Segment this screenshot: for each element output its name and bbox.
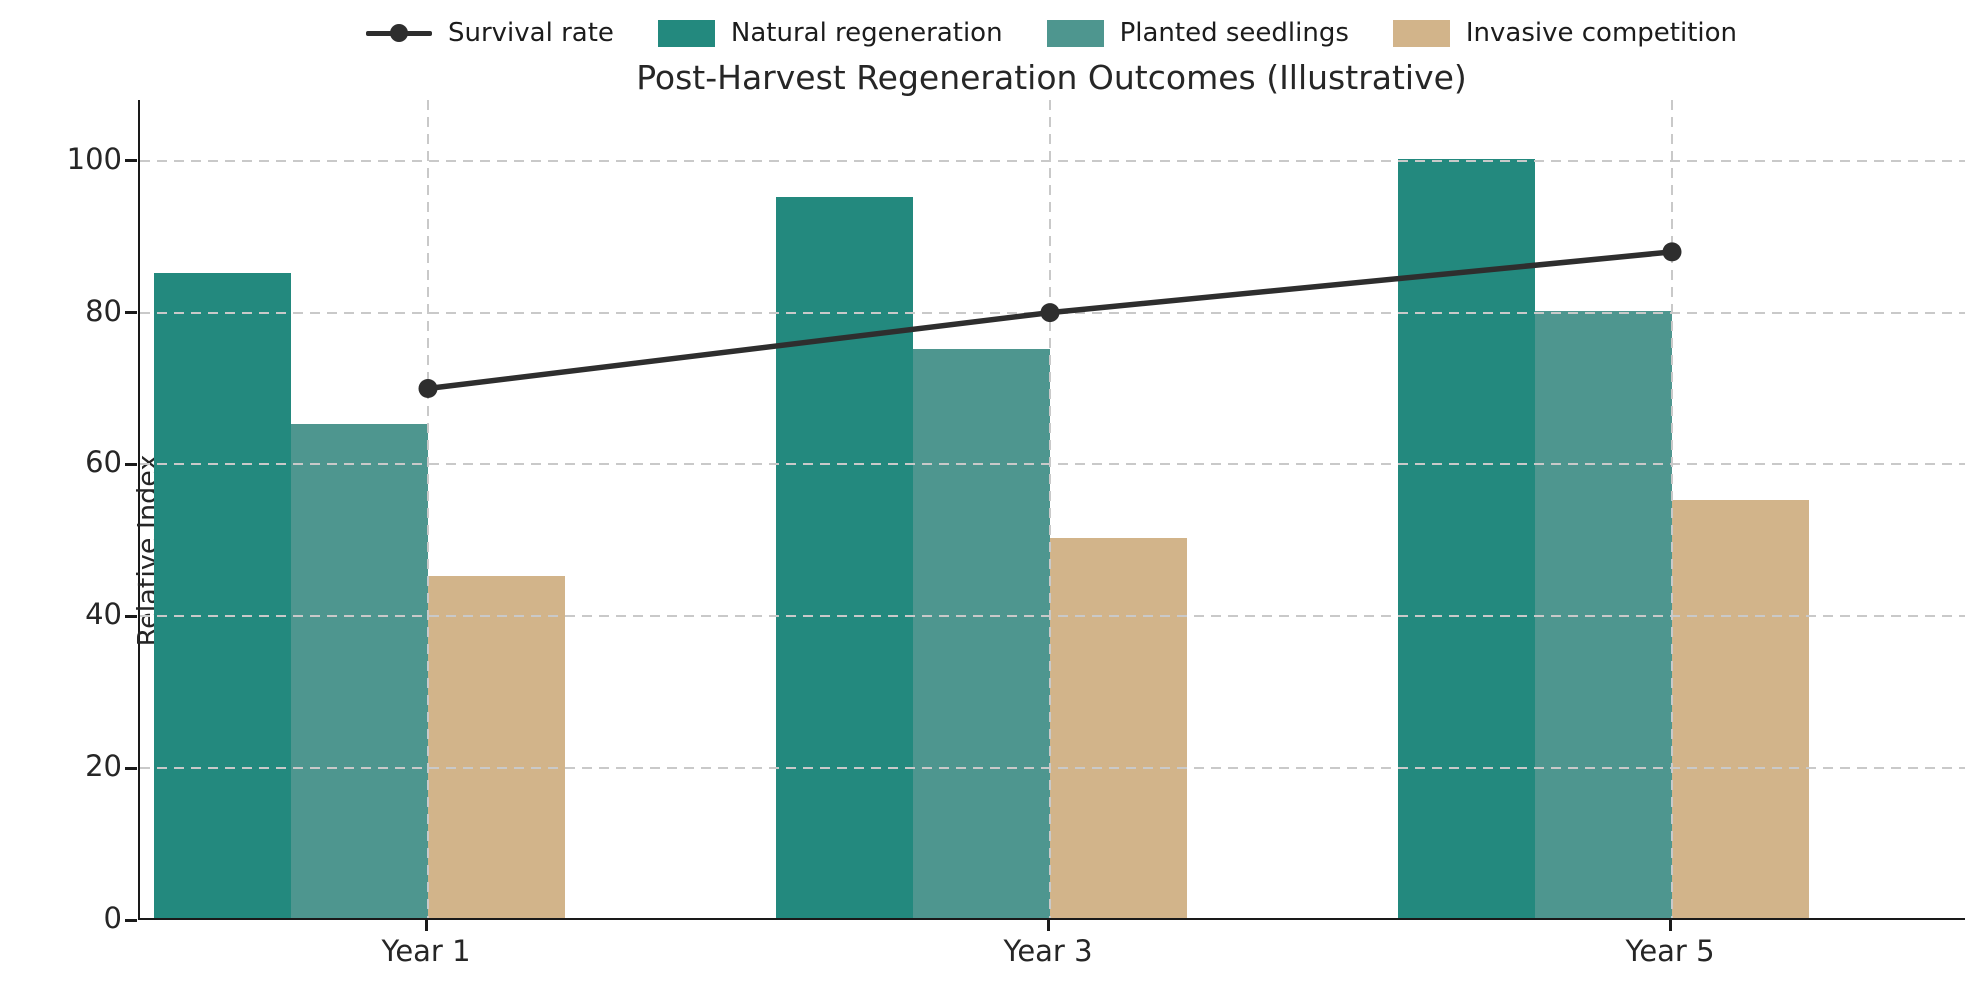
y-tick-label-0: 0 [103,901,122,935]
x-tick-label-year-1: Year 1 [381,934,471,968]
legend-item-survival-rate[interactable]: Survival rate [365,18,614,48]
bar-invasive-competition-year-1[interactable] [428,576,565,918]
y-tick-label-100: 100 [66,141,122,176]
y-tick-label-60: 60 [85,445,122,480]
plot-area: Relative Index [133,100,1965,920]
y-tick-mark-100 [125,159,137,163]
y-gridline-40 [140,615,1965,618]
chart-legend: Survival rate Natural regeneration Planted… [138,12,1965,54]
x-tick-mark-year-5 [1668,920,1672,931]
bar-natural-regeneration-year-5[interactable] [1398,158,1535,918]
bar-natural-regeneration-year-1[interactable] [154,272,291,918]
x-tick-mark-year-1 [424,920,428,931]
y-tick-mark-40 [125,614,137,618]
legend-label: Invasive competition [1465,18,1738,48]
bar-planted-seedlings-year-1[interactable] [291,424,428,918]
legend-swatch-invasive-competition [1392,19,1450,47]
y-tick-mark-0 [125,918,137,922]
legend-label: Survival rate [447,18,614,48]
y-gridline-20 [140,767,1965,770]
y-tick-mark-80 [125,311,137,315]
x-tick-label-year-5: Year 5 [1625,934,1715,968]
x-gridline-year-5 [1671,100,1673,918]
legend-line-dot [389,24,408,42]
y-tick-mark-20 [125,766,137,770]
legend-line-marker-icon [365,23,432,43]
chart-title: Post-Harvest Regeneration Outcomes (Illu… [636,58,1467,97]
x-tick-label-year-3: Year 3 [1003,934,1093,968]
legend-item-natural-regeneration[interactable]: Natural regeneration [657,18,1003,48]
bar-invasive-competition-year-5[interactable] [1672,500,1809,918]
legend-swatch-planted-seedlings [1046,19,1104,47]
survival-rate-marker-year-5[interactable] [1662,242,1682,262]
survival-rate-marker-year-1[interactable] [418,379,438,399]
bar-natural-regeneration-year-3[interactable] [776,196,913,918]
survival-rate-marker-year-3[interactable] [1040,303,1060,323]
legend-swatch-natural-regeneration [657,19,715,47]
y-tick-mark-60 [125,462,137,466]
survival-rate-line-layer [418,242,1682,399]
bar-invasive-competition-year-3[interactable] [1050,538,1187,918]
x-tick-mark-year-3 [1046,920,1050,931]
legend-label: Planted seedlings [1119,18,1349,48]
legend-item-invasive-competition[interactable]: Invasive competition [1392,18,1738,48]
y-tick-label-80: 80 [85,293,122,328]
bar-planted-seedlings-year-3[interactable] [913,348,1050,918]
x-gridline-year-3 [1049,100,1051,918]
y-gridline-60 [140,463,1965,466]
legend-item-planted-seedlings[interactable]: Planted seedlings [1046,18,1349,48]
x-gridline-year-1 [427,100,429,918]
y-gridline-100 [140,159,1965,162]
bar-planted-seedlings-year-5[interactable] [1535,310,1672,918]
y-tick-label-40: 40 [85,597,122,632]
legend-label: Natural regeneration [730,18,1003,48]
y-tick-label-20: 20 [85,749,122,784]
